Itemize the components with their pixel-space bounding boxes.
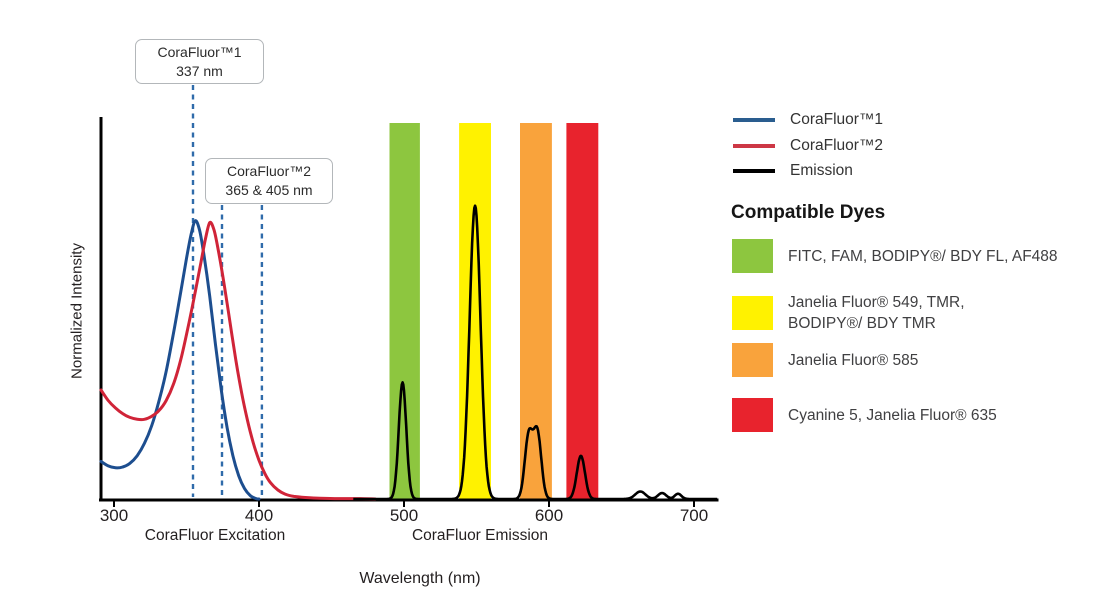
excitation-curve-0 bbox=[99, 219, 261, 501]
x-section-label-emission: CoraFluor Emission bbox=[411, 527, 549, 544]
dye-row-red: Cyanine 5, Janelia Fluor® 635 bbox=[732, 398, 997, 432]
callout-corafluor1-value: 337 nm bbox=[176, 62, 223, 79]
filter-band-2 bbox=[520, 123, 552, 499]
filter-band-3 bbox=[566, 123, 599, 499]
x-tick-label: 700 bbox=[679, 506, 709, 525]
dye-swatch-red bbox=[732, 398, 773, 432]
x-axis-label: Wavelength (nm) bbox=[359, 570, 481, 587]
dye-swatch-yellow bbox=[732, 296, 773, 330]
y-axis-label: Normalized Intensity bbox=[68, 243, 86, 379]
dye-label: Cyanine 5, Janelia Fluor® 635 bbox=[788, 406, 997, 424]
excitation-curve-1 bbox=[99, 220, 377, 501]
legend-line-swatch-red bbox=[733, 144, 775, 148]
dye-label: Janelia Fluor® 585 bbox=[788, 351, 919, 369]
x-tick-label: 500 bbox=[389, 506, 419, 525]
compatible-dyes-heading: Compatible Dyes bbox=[731, 202, 886, 223]
callout-corafluor2-value: 365 & 405 nm bbox=[225, 182, 313, 198]
x-section-label-excitation: CoraFluor Excitation bbox=[144, 527, 286, 544]
emission-curve bbox=[352, 204, 718, 501]
filter-band-0 bbox=[389, 123, 420, 499]
callout-corafluor1: CoraFluor™1 337 nm bbox=[135, 39, 264, 84]
dye-row-orange: Janelia Fluor® 585 bbox=[732, 343, 918, 377]
legend-item-corafluor1: CoraFluor™1 bbox=[733, 111, 883, 129]
x-tick-label: 300 bbox=[99, 506, 129, 525]
callout-corafluor2: CoraFluor™2 365 & 405 nm bbox=[205, 158, 333, 204]
callout-corafluor2-title: CoraFluor™2 bbox=[226, 163, 312, 179]
x-tick-label: 400 bbox=[244, 506, 274, 525]
legend-item-corafluor2: CoraFluor™2 bbox=[733, 137, 883, 155]
legend-line-swatch-black bbox=[733, 169, 775, 173]
callout-corafluor1-title: CoraFluor™1 bbox=[157, 43, 242, 60]
legend-line-swatch-blue bbox=[733, 118, 775, 122]
x-tick-label: 600 bbox=[534, 506, 564, 525]
dye-row-yellow: Janelia Fluor® 549, TMR, BODIPY®/ BDY TM… bbox=[732, 292, 965, 334]
dye-swatch-green bbox=[732, 239, 773, 273]
legend-label: CoraFluor™1 bbox=[790, 111, 884, 128]
legend-label: Emission bbox=[790, 162, 853, 179]
dye-label: FITC, FAM, BODIPY®/ BDY FL, AF488 bbox=[788, 247, 1058, 265]
legend-label: CoraFluor™2 bbox=[790, 137, 884, 154]
legend-item-emission: Emission bbox=[733, 162, 853, 180]
dye-row-green: FITC, FAM, BODIPY®/ BDY FL, AF488 bbox=[732, 239, 1058, 273]
dye-label: Janelia Fluor® 549, TMR, BODIPY®/ BDY TM… bbox=[788, 294, 965, 332]
dye-swatch-orange bbox=[732, 343, 773, 377]
